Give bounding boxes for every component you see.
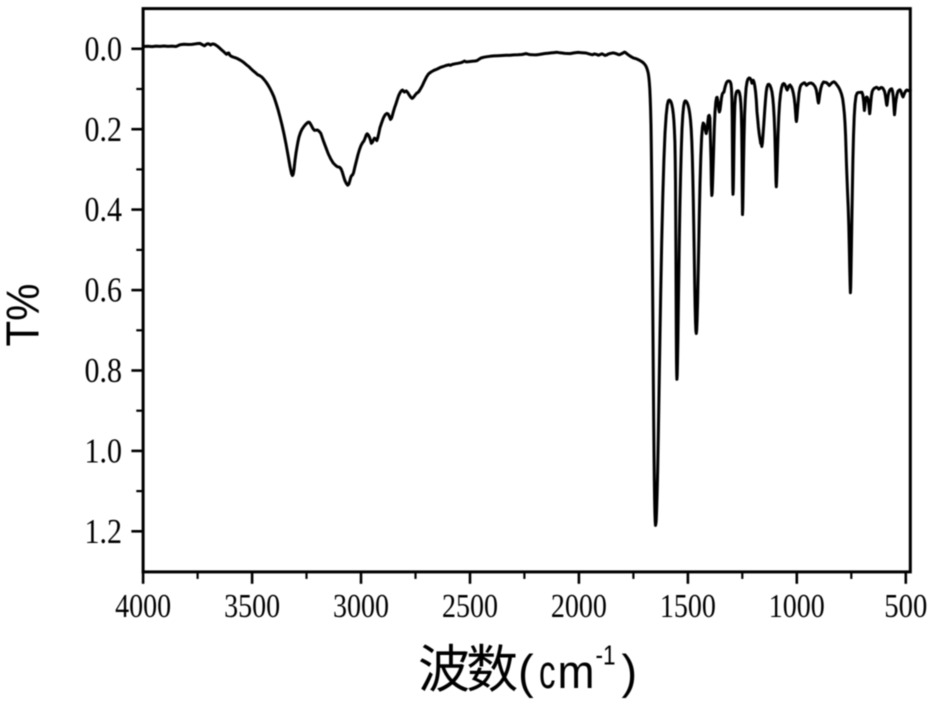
svg-text:): ) xyxy=(622,645,638,698)
svg-text:2000: 2000 xyxy=(551,588,607,625)
svg-text:-1: -1 xyxy=(596,640,616,671)
svg-text:0.0: 0.0 xyxy=(85,29,123,68)
svg-text:c: c xyxy=(539,645,556,698)
svg-text:0.4: 0.4 xyxy=(85,190,123,229)
svg-text:3000: 3000 xyxy=(333,588,389,625)
svg-text:1500: 1500 xyxy=(660,588,716,625)
svg-text:3500: 3500 xyxy=(224,588,280,625)
svg-text:1.0: 1.0 xyxy=(85,432,123,471)
svg-text:0.6: 0.6 xyxy=(85,271,123,310)
svg-text:0.8: 0.8 xyxy=(85,351,123,390)
svg-text:0.2: 0.2 xyxy=(85,110,123,149)
svg-text:1.2: 1.2 xyxy=(85,512,123,551)
svg-text:500: 500 xyxy=(884,588,927,625)
svg-text:T%: T% xyxy=(0,284,49,347)
svg-text:m: m xyxy=(558,645,595,698)
svg-text:1000: 1000 xyxy=(769,588,825,625)
svg-text:4000: 4000 xyxy=(115,588,171,625)
svg-text:(: ( xyxy=(518,645,534,698)
svg-text:2500: 2500 xyxy=(442,588,498,625)
